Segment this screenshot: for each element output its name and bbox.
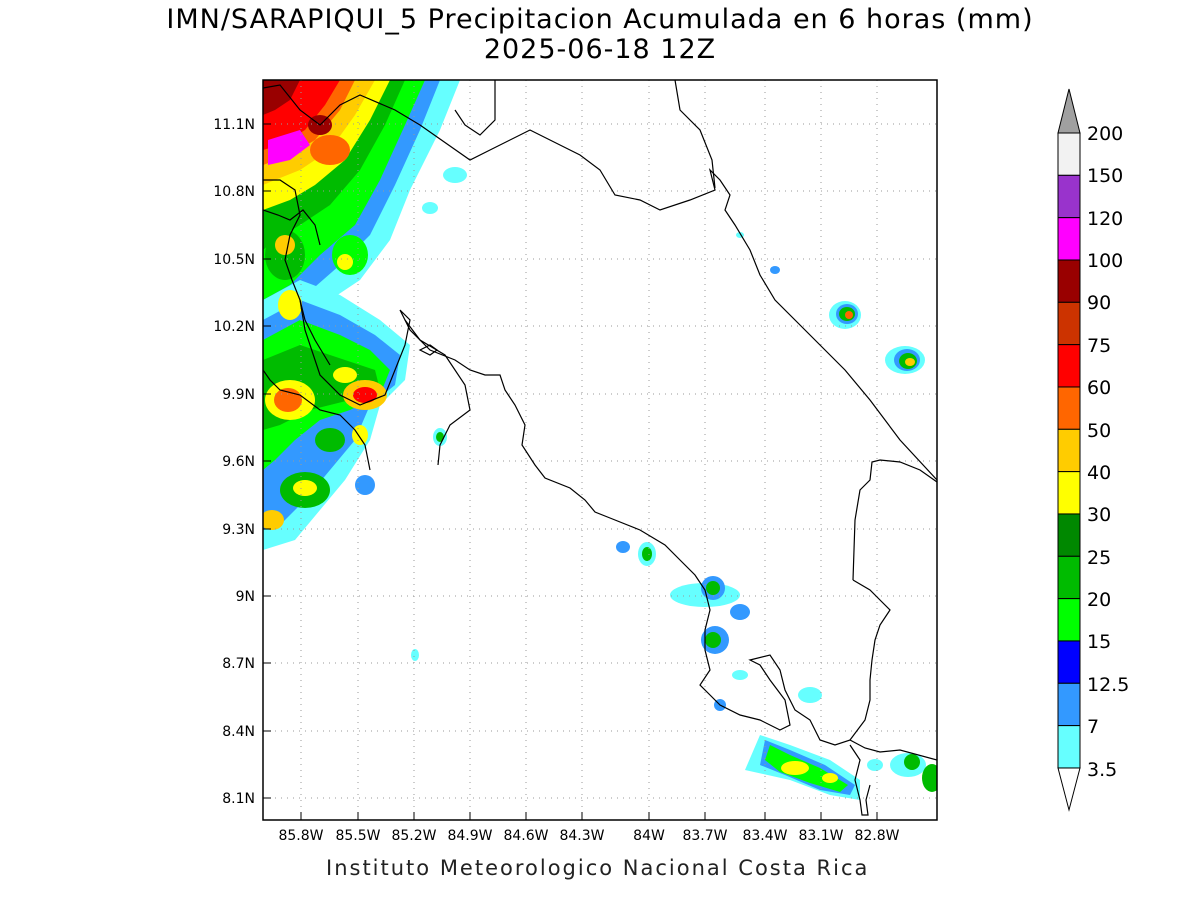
colorbar-swatch [1057, 344, 1081, 388]
colorbar-label: 40 [1087, 462, 1111, 484]
lat-label: 8.4N [222, 724, 255, 740]
colorbar-swatch [1057, 301, 1081, 346]
colorbar-label: 60 [1087, 377, 1111, 399]
colorbar-swatch [1057, 174, 1081, 219]
colorbar-swatch [1057, 471, 1081, 515]
lat-label: 9N [236, 589, 255, 605]
colorbar-swatch [1057, 640, 1081, 684]
lon-label: 84W [633, 828, 665, 844]
coastlines [263, 80, 937, 816]
colorbar-label: 15 [1087, 631, 1111, 653]
lon-label: 83.4W [742, 828, 787, 844]
lon-label: 84.9W [447, 828, 492, 844]
colorbar-swatch [1057, 386, 1081, 430]
map-title: IMN/SARAPIQUI_5 Precipitacion Acumulada … [166, 4, 1034, 35]
colorbar-labels: 200 150 120 100 90 75 60 50 40 30 25 20 … [1087, 123, 1129, 781]
lon-label: 83.1W [798, 828, 843, 844]
colorbar-label: 90 [1087, 292, 1111, 314]
latitude-labels: 11.1N 10.8N 10.5N 10.2N 9.9N 9.6N 9.3N 9… [213, 117, 255, 807]
lon-label: 84.6W [503, 828, 548, 844]
lon-label: 84.3W [559, 828, 604, 844]
colorbar-swatch [1057, 555, 1081, 600]
lat-label: 8.1N [222, 791, 255, 807]
colorbar-label: 12.5 [1087, 674, 1129, 696]
colorbar-label: 75 [1087, 335, 1111, 357]
lat-label: 10.2N [213, 319, 255, 335]
lat-label: 10.8N [213, 184, 255, 200]
colorbar-label: 7 [1087, 716, 1099, 738]
colorbar-swatch [1057, 217, 1081, 261]
colorbar-label: 150 [1087, 165, 1123, 187]
colorbar-label: 3.5 [1087, 759, 1117, 781]
colorbar-under-arrow [1057, 767, 1081, 812]
colorbar-swatch [1057, 428, 1081, 473]
lon-label: 82.8W [854, 828, 899, 844]
colorbar-label: 100 [1087, 250, 1123, 272]
lat-label: 11.1N [213, 117, 255, 133]
lat-label: 9.9N [222, 387, 255, 403]
lat-label: 9.3N [222, 522, 255, 538]
colorbar-label: 200 [1087, 123, 1123, 145]
colorbar-label: 120 [1087, 208, 1123, 230]
colorbar-label: 30 [1087, 504, 1111, 526]
colorbar-swatch [1057, 513, 1081, 557]
lon-label: 85.2W [391, 828, 436, 844]
map-frame [262, 79, 938, 821]
colorbar-over-arrow [1057, 88, 1081, 134]
lon-label: 85.8W [278, 828, 323, 844]
footer-credit: Instituto Meteorologico Nacional Costa R… [326, 856, 870, 880]
colorbar-swatch [1057, 598, 1081, 642]
colorbar-label: 25 [1087, 547, 1111, 569]
graticule [263, 80, 937, 820]
colorbar-swatch [1057, 725, 1081, 769]
lat-label: 8.7N [222, 656, 255, 672]
lat-label: 9.6N [222, 454, 255, 470]
colorbar-swatch [1057, 132, 1081, 176]
colorbar-label: 50 [1087, 420, 1111, 442]
colorbar-swatch [1057, 259, 1081, 303]
map-date: 2025-06-18 12Z [483, 34, 717, 65]
lat-label: 10.5N [213, 252, 255, 268]
axis-ticks [263, 123, 878, 820]
colorbar-swatch [1057, 682, 1081, 727]
longitude-labels: 85.8W 85.5W 85.2W 84.9W 84.6W 84.3W 84W … [278, 828, 899, 844]
colorbar-label: 20 [1087, 589, 1111, 611]
lon-label: 85.5W [335, 828, 380, 844]
lon-label: 83.7W [682, 828, 727, 844]
colorbar [1057, 88, 1081, 812]
